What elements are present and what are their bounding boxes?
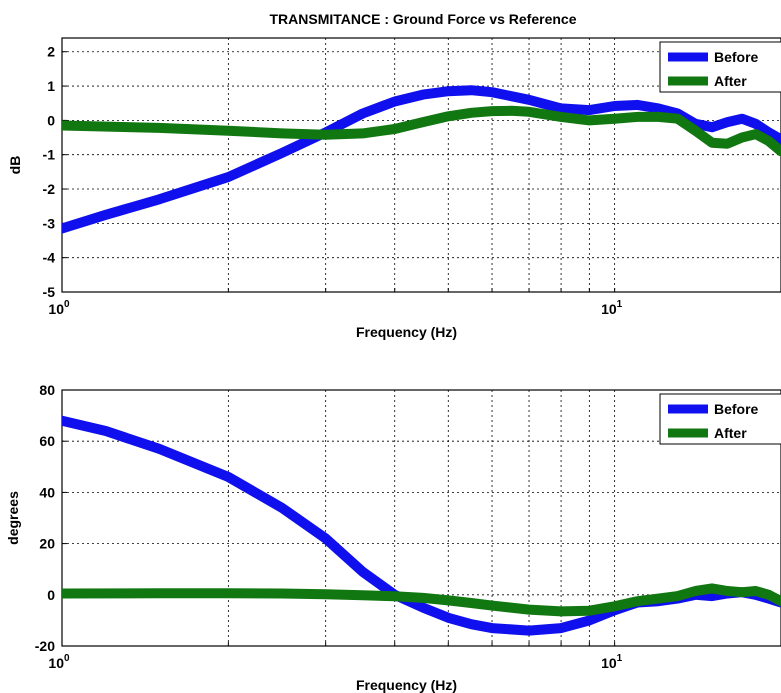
y-tick-label: -2 [43,181,56,197]
x-tick-label: 101 [601,653,623,671]
y-axis-label: dB [7,156,23,175]
legend-label-before: Before [714,401,759,417]
y-tick-label: -5 [43,284,56,300]
x-tick-label: 101 [601,299,623,317]
x-axis-label: Frequency (Hz) [356,324,457,340]
y-tick-label: -3 [43,215,56,231]
y-tick-label: 0 [47,587,55,603]
y-tick-label: 1 [47,78,55,94]
y-tick-label: 20 [39,536,55,552]
legend-label-after: After [714,73,747,89]
y-tick-label: -4 [43,250,56,266]
y-tick-label: 80 [39,382,55,398]
y-axis-label: degrees [5,491,21,545]
series-line-after [62,105,781,157]
series-line-before [62,85,781,234]
x-tick-label: 100 [48,299,70,317]
legend-label-before: Before [714,49,759,65]
x-axis-label: Frequency (Hz) [356,677,457,693]
series-line-after [62,583,781,617]
figure-title: TRANSMITANCE : Ground Force vs Reference [269,11,576,27]
y-tick-label: 0 [47,112,55,128]
y-tick-label: -20 [35,638,55,654]
y-tick-label: 40 [39,484,55,500]
x-tick-label: 100 [48,653,70,671]
y-tick-label: -1 [43,147,56,163]
y-tick-label: 60 [39,433,55,449]
y-tick-label: 2 [47,44,55,60]
legend-label-after: After [714,425,747,441]
